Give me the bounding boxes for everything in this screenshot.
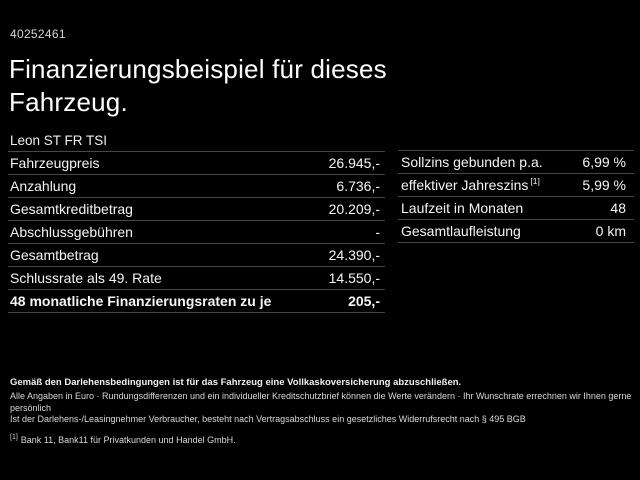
- row-label: Gesamtbetrag: [10, 247, 99, 263]
- table-row-schlussrate: Schlussrate als 49. Rate 14.550,-: [8, 267, 385, 290]
- disclaimer-line-2: Ist der Darlehens-/Leasingnehmer Verbrau…: [10, 414, 526, 424]
- table-row-gesamtkreditbetrag: Gesamtkreditbetrag 20.209,-: [8, 198, 385, 221]
- disclaimer-line-1: Alle Angaben in Euro · Rundungsdifferenz…: [10, 391, 632, 413]
- table-row-gesamtbetrag: Gesamtbetrag 24.390,-: [8, 244, 385, 267]
- table-row-abschlussgebuehren: Abschlussgebühren -: [8, 221, 385, 244]
- row-value: 5,99 %: [582, 177, 626, 193]
- footnote-text: Bank 11, Bank11 für Privatkunden und Han…: [20, 434, 236, 445]
- insurance-note: Gemäß den Darlehensbedingungen ist für d…: [10, 377, 462, 388]
- table-row-laufzeit: Laufzeit in Monaten 48: [398, 197, 634, 220]
- table-row-monatsrate: 48 monatliche Finanzierungsraten zu je 2…: [8, 290, 385, 313]
- table-row-gesamtlaufleistung: Gesamtlaufleistung 0 km: [398, 220, 634, 243]
- row-label-text: effektiver Jahreszins: [401, 177, 529, 193]
- conditions-table: Sollzins gebunden p.a. 6,99 % effektiver…: [398, 150, 634, 243]
- legal-footer: Gemäß den Darlehensbedingungen ist für d…: [10, 377, 634, 446]
- table-row-fahrzeugpreis: Fahrzeugpreis 26.945,-: [8, 152, 385, 175]
- row-label: Anzahlung: [10, 178, 77, 194]
- row-value: 6,99 %: [582, 154, 626, 170]
- row-label: Gesamtkreditbetrag: [10, 201, 133, 217]
- row-value: 48: [610, 200, 626, 216]
- row-label: 48 monatliche Finanzierungsraten zu je: [10, 293, 272, 309]
- row-value: 20.209,-: [328, 201, 380, 217]
- row-value: -: [375, 224, 380, 240]
- row-label: Laufzeit in Monaten: [401, 200, 524, 216]
- footnote-marker: [1]: [530, 176, 540, 187]
- row-value: 26.945,-: [328, 155, 380, 171]
- row-value: 14.550,-: [328, 270, 380, 286]
- row-label: Sollzins gebunden p.a.: [401, 154, 543, 170]
- bank-footnote: [1] Bank 11, Bank11 für Privatkunden und …: [10, 432, 634, 446]
- table-row-effektiver-jahreszins: effektiver Jahreszins [1] 5,99 %: [398, 174, 634, 197]
- table-row-sollzins: Sollzins gebunden p.a. 6,99 %: [398, 151, 634, 174]
- page-title-line2: Fahrzeug.: [9, 87, 128, 117]
- row-label: effektiver Jahreszins [1]: [401, 177, 540, 193]
- vehicle-model-label: Leon ST FR TSI: [10, 132, 108, 148]
- row-value: 0 km: [595, 223, 626, 239]
- footnote-marker: [1]: [10, 433, 18, 441]
- row-value: 24.390,-: [328, 247, 380, 263]
- row-value: 6.736,-: [336, 178, 380, 194]
- financing-table: Leon ST FR TSI Fahrzeugpreis 26.945,- An…: [8, 129, 385, 313]
- offer-number: 40252461: [10, 27, 66, 41]
- row-label: Gesamtlaufleistung: [401, 223, 521, 239]
- row-value: 205,-: [348, 293, 380, 309]
- table-row-anzahlung: Anzahlung 6.736,-: [8, 175, 385, 198]
- row-label: Schlussrate als 49. Rate: [10, 270, 162, 286]
- page-title-line1: Finanzierungsbeispiel für dieses: [9, 54, 387, 84]
- vehicle-model: Leon ST FR TSI: [8, 129, 385, 152]
- page-title: Finanzierungsbeispiel für dieses Fahrzeu…: [9, 53, 387, 119]
- row-label: Abschlussgebühren: [10, 224, 133, 240]
- row-label: Fahrzeugpreis: [10, 155, 100, 171]
